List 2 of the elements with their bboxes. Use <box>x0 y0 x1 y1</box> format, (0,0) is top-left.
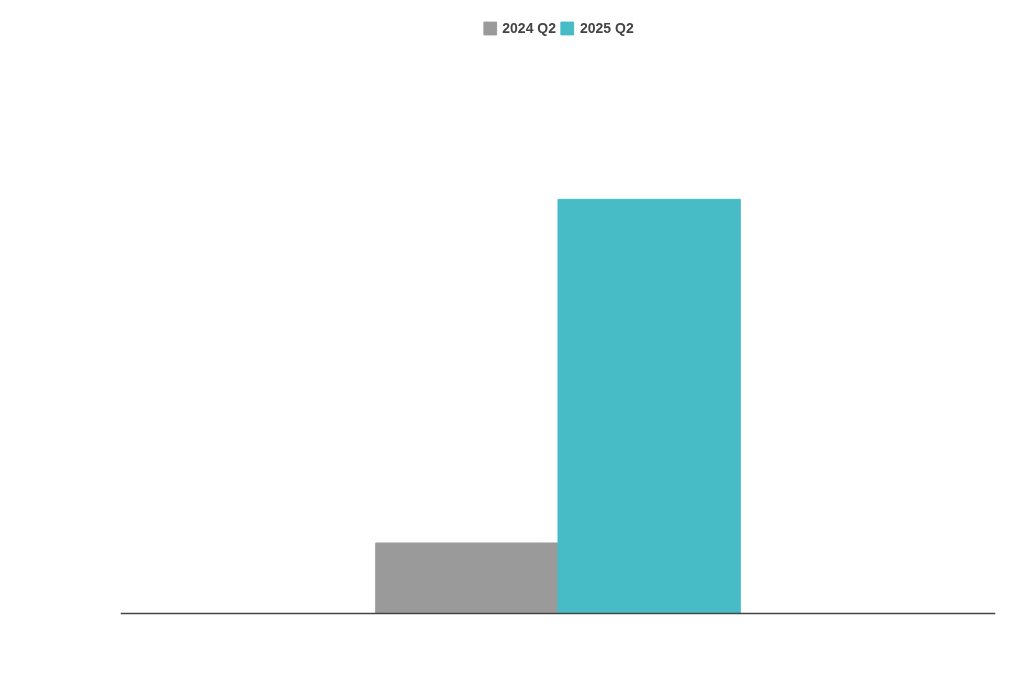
legend-label: 2025 Q2 <box>580 20 634 36</box>
legend-label: 2024 Q2 <box>502 20 556 36</box>
